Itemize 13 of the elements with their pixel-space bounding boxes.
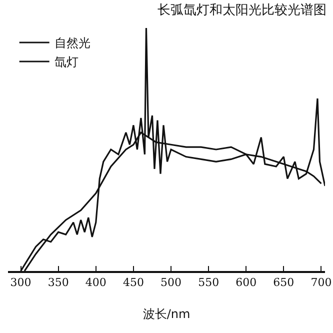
x-tick-label: 500: [160, 276, 182, 290]
x-axis-title: 波长/nm: [142, 307, 190, 321]
legend-label: 自然光: [54, 36, 90, 50]
x-tick-label: 300: [10, 276, 32, 290]
x-tick-label: 550: [198, 276, 220, 290]
chart-title: 长弧氙灯和太阳光比较光谱图: [157, 3, 326, 18]
x-tick-label: 400: [85, 276, 106, 290]
x-tick-label: 650: [273, 276, 294, 290]
x-tick-label: 350: [48, 276, 69, 290]
x-tick-label: 700: [310, 276, 332, 290]
x-tick-label: 450: [122, 276, 144, 290]
legend-label: 氙灯: [54, 55, 78, 70]
x-tick-label: 600: [236, 276, 257, 290]
